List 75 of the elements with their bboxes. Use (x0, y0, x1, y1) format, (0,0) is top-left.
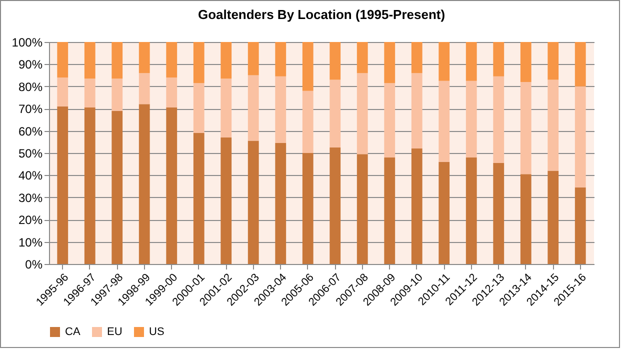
y-tick-label: 70% (18, 102, 43, 116)
bar (330, 80, 341, 148)
y-tick-label: 90% (18, 58, 43, 72)
bar (112, 78, 123, 111)
bar (220, 78, 232, 138)
y-tick-label: 0% (25, 258, 43, 272)
y-tick-label: 100% (12, 36, 43, 50)
bar (384, 42, 396, 84)
bar (57, 78, 68, 106)
bar (466, 42, 477, 81)
bar (520, 174, 532, 264)
bar (84, 42, 96, 79)
bar (548, 80, 559, 171)
bar (520, 82, 532, 174)
bar (411, 148, 422, 264)
bar (493, 162, 504, 264)
bar (302, 153, 314, 264)
bar (275, 143, 286, 264)
bar (220, 42, 232, 79)
bar (275, 42, 286, 76)
legend-label: US (149, 326, 164, 338)
bar (330, 147, 341, 264)
bar (138, 42, 150, 74)
bar (548, 42, 559, 80)
bar (138, 73, 150, 104)
bar (411, 42, 422, 74)
bar (112, 42, 123, 79)
bar (248, 140, 259, 264)
bar (275, 76, 286, 144)
y-tick-label: 10% (18, 235, 43, 250)
bar (574, 187, 586, 264)
bar (438, 162, 450, 264)
bar (384, 157, 396, 264)
y-tick-label: 40% (18, 168, 43, 183)
bar (438, 80, 450, 162)
bar (193, 83, 204, 134)
bar (356, 42, 368, 74)
bar (466, 80, 477, 158)
bar (356, 154, 368, 264)
bar (356, 73, 368, 154)
bar (438, 42, 450, 81)
y-tick-label: 30% (18, 190, 43, 205)
bar (411, 73, 422, 149)
bar (138, 104, 150, 264)
bar (166, 42, 178, 78)
bar (220, 137, 232, 264)
bar (84, 107, 96, 264)
bar (493, 76, 504, 163)
y-tick-label: 80% (18, 80, 43, 94)
bar (330, 42, 341, 80)
bar (384, 83, 396, 158)
bar (112, 110, 123, 264)
bar (57, 106, 68, 264)
bar (574, 42, 586, 86)
bar (466, 157, 477, 264)
bar (248, 75, 259, 141)
bar (166, 78, 178, 108)
legend-label: CA (65, 326, 81, 338)
y-tick-label: 60% (18, 124, 43, 138)
bar (84, 78, 96, 108)
bar (248, 42, 259, 76)
bar (166, 107, 178, 264)
bar (302, 42, 314, 91)
bar (193, 42, 204, 84)
bar (57, 42, 68, 78)
chart-title: Goaltenders By Location (1995-Present) (198, 7, 446, 22)
bar (548, 170, 559, 264)
bar (574, 86, 586, 188)
bar (193, 133, 204, 264)
y-tick-label: 20% (18, 213, 43, 228)
y-tick-label: 50% (18, 146, 43, 160)
bar (302, 90, 314, 153)
bar (520, 42, 532, 82)
bar (493, 42, 504, 76)
legend-label: EU (107, 326, 122, 338)
